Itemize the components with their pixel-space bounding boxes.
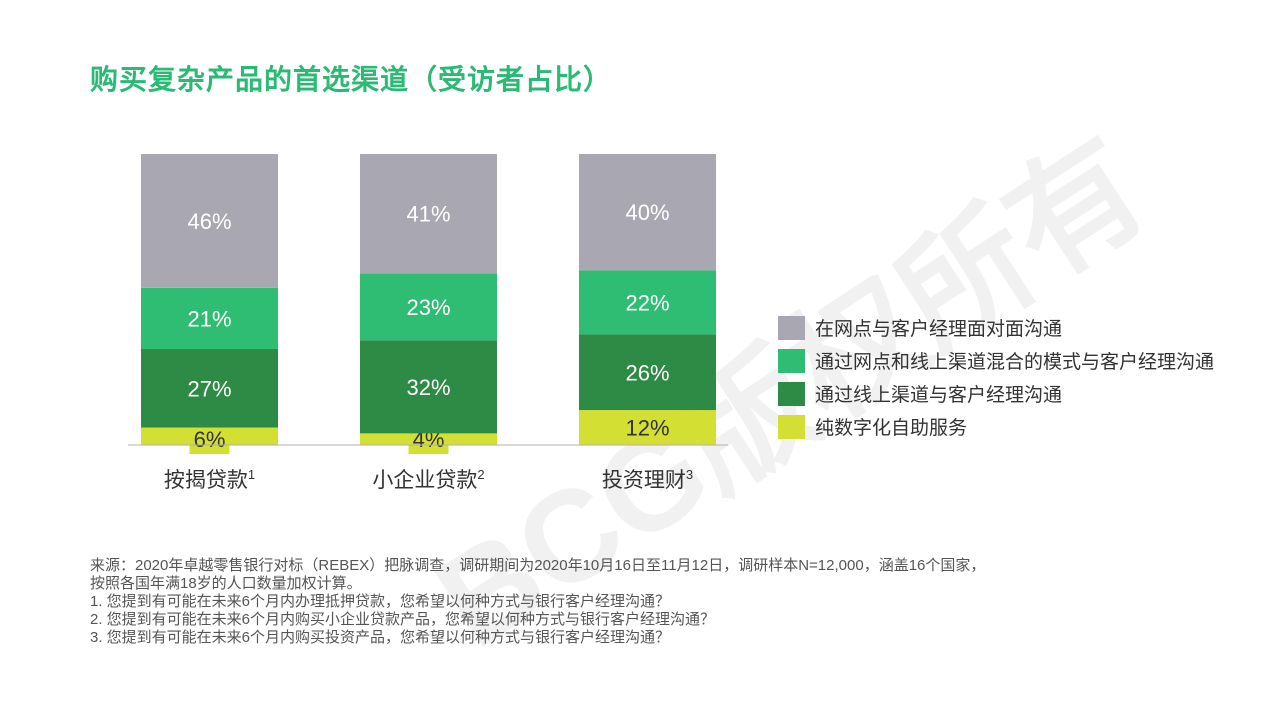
- data-label: 21%: [187, 306, 231, 331]
- footnotes: 来源：2020年卓越零售银行对标（REBEX）把脉调查，调研期间为2020年10…: [90, 557, 1240, 647]
- legend-item: 通过网点和线上渠道混合的模式与客户经理沟通: [778, 344, 1214, 377]
- footnote-3: 3. 您提到有可能在未来6个月内购买投资产品，您希望以何种方式与银行客户经理沟通…: [90, 629, 671, 646]
- legend-label: 纯数字化自助服务: [815, 418, 968, 439]
- data-label: 46%: [187, 209, 231, 234]
- category-label: 小企业贷款2: [372, 467, 484, 492]
- category-label: 按揭贷款1: [164, 467, 255, 492]
- bar-segment-3-2: [579, 334, 716, 411]
- bar-segment-1-3: [141, 287, 278, 349]
- bar-segment-3-3: [579, 270, 716, 335]
- chart-legend: 在网点与客户经理面对面沟通通过网点和线上渠道混合的模式与客户经理沟通 通过线上渠道…: [778, 311, 1214, 443]
- category-label-superscript: 2: [477, 467, 484, 482]
- data-label: 41%: [406, 202, 450, 227]
- source-line-1: 来源：2020年卓越零售银行对标（REBEX）把脉调查，调研期间为2020年10…: [90, 557, 986, 574]
- category-label-superscript: 1: [248, 467, 255, 482]
- bar-segment-3-4: [579, 154, 716, 271]
- legend-swatch: [778, 414, 805, 439]
- legend-label: 通过线上渠道与客户经理沟通: [815, 385, 1063, 406]
- data-label: 6%: [194, 427, 226, 452]
- data-label: 32%: [406, 375, 450, 400]
- legend-item: 纯数字化自助服务: [778, 410, 1214, 443]
- bar-segment-2-2: [360, 340, 497, 434]
- data-label: 26%: [625, 360, 669, 385]
- legend-swatch: [778, 381, 805, 406]
- data-label: 23%: [406, 295, 450, 320]
- category-label-text: 按揭贷款: [164, 469, 248, 492]
- bar-segment-1-2: [141, 348, 278, 428]
- data-label: 12%: [625, 416, 669, 441]
- bar-segment-3-1: [579, 410, 716, 445]
- legend-swatch: [778, 315, 805, 340]
- bar-segment-2-3: [360, 273, 497, 341]
- data-label: 27%: [187, 376, 231, 401]
- source-line-2: 按照各国年满18岁的人口数量加权计算。: [90, 575, 362, 592]
- bar-segment-2-4: [360, 154, 497, 274]
- legend-item: 在网点与客户经理面对面沟通: [778, 311, 1214, 344]
- category-label-text: 投资理财: [602, 469, 686, 492]
- category-label-superscript: 3: [686, 467, 693, 482]
- page-title: 购买复杂产品的首选渠道（受访者占比）: [90, 64, 613, 95]
- legend-item: 通过线上渠道与客户经理沟通: [778, 377, 1214, 410]
- data-label: 40%: [625, 200, 669, 225]
- legend-label: 通过网点和线上渠道混合的模式与客户经理沟通: [815, 352, 1215, 373]
- bar-segment-1-4: [141, 154, 278, 288]
- data-label: 22%: [625, 290, 669, 315]
- footnote-1: 1. 您提到有可能在未来6个月内办理抵押贷款，您希望以何种方式与银行客户经理沟通…: [90, 593, 671, 610]
- legend-label: 在网点与客户经理面对面沟通: [815, 319, 1063, 340]
- data-label-highlight: [189, 424, 230, 454]
- legend-swatch: [778, 348, 805, 373]
- footnote-2: 2. 您提到有可能在未来6个月内购买小企业贷款产品，您希望以何种方式与银行客户经…: [90, 611, 716, 628]
- category-label: 投资理财3: [602, 467, 693, 492]
- category-label-text: 小企业贷款: [372, 469, 477, 492]
